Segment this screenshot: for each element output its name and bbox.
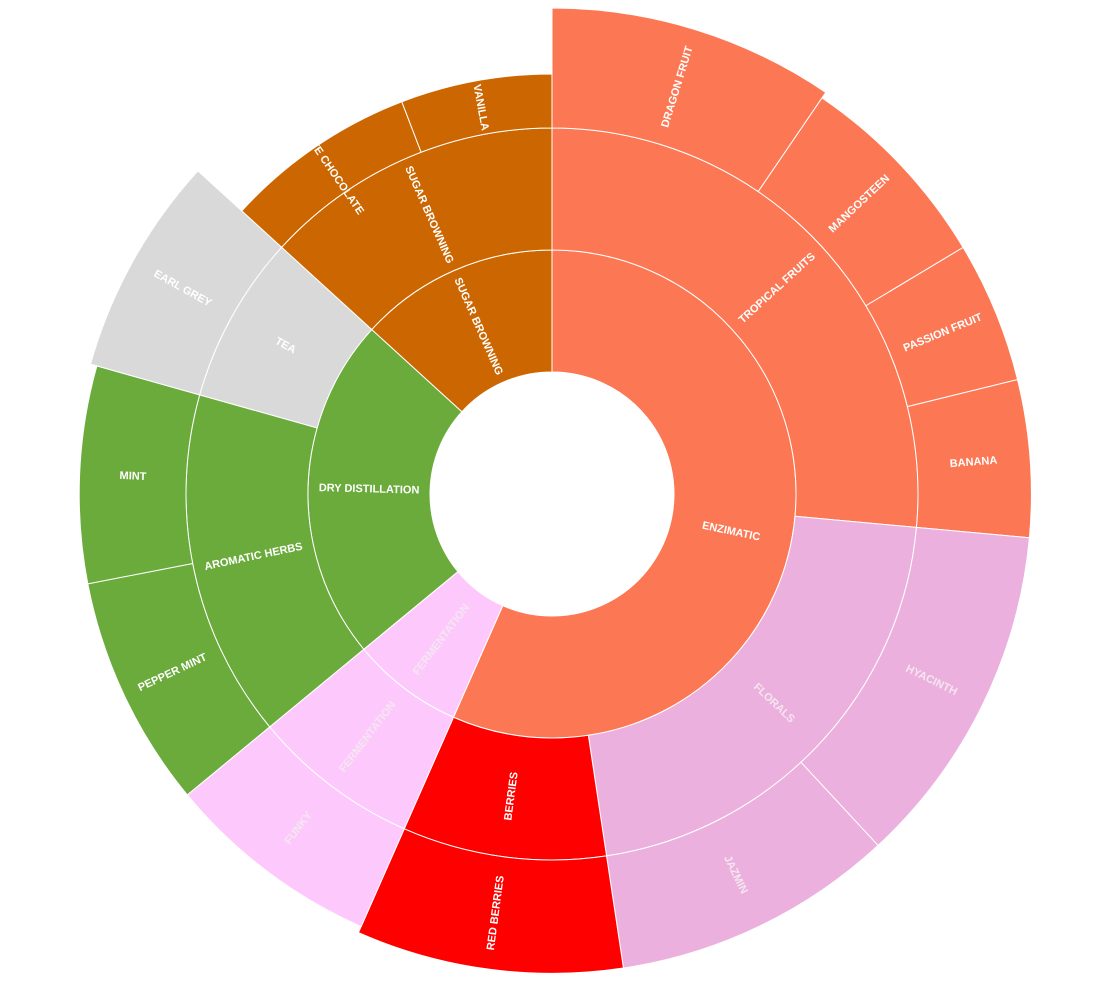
sunburst-segment-red-berries <box>357 828 625 974</box>
sunburst-segment-dragon-fruit <box>551 7 827 193</box>
sunburst-label-banana: BANANA <box>949 455 997 471</box>
sunburst-center-hole <box>430 372 674 616</box>
sunburst-label-dry-distillation: DRY DISTILLATION <box>319 482 420 497</box>
sunburst-segment-earl-grey <box>89 170 283 396</box>
sunburst-label-mint: MINT <box>119 470 147 483</box>
sunburst-segment-vanilla <box>401 73 553 153</box>
